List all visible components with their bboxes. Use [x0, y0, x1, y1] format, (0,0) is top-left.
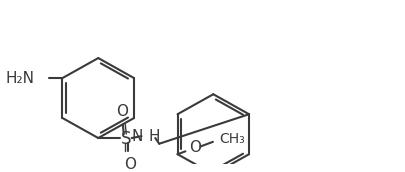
Text: N: N [131, 129, 142, 144]
Text: O: O [124, 157, 135, 172]
Text: O: O [189, 140, 201, 155]
Text: CH₃: CH₃ [218, 132, 244, 146]
Text: S: S [120, 130, 131, 148]
Text: H₂N: H₂N [6, 71, 35, 85]
Text: H: H [148, 129, 160, 144]
Text: O: O [115, 104, 128, 119]
